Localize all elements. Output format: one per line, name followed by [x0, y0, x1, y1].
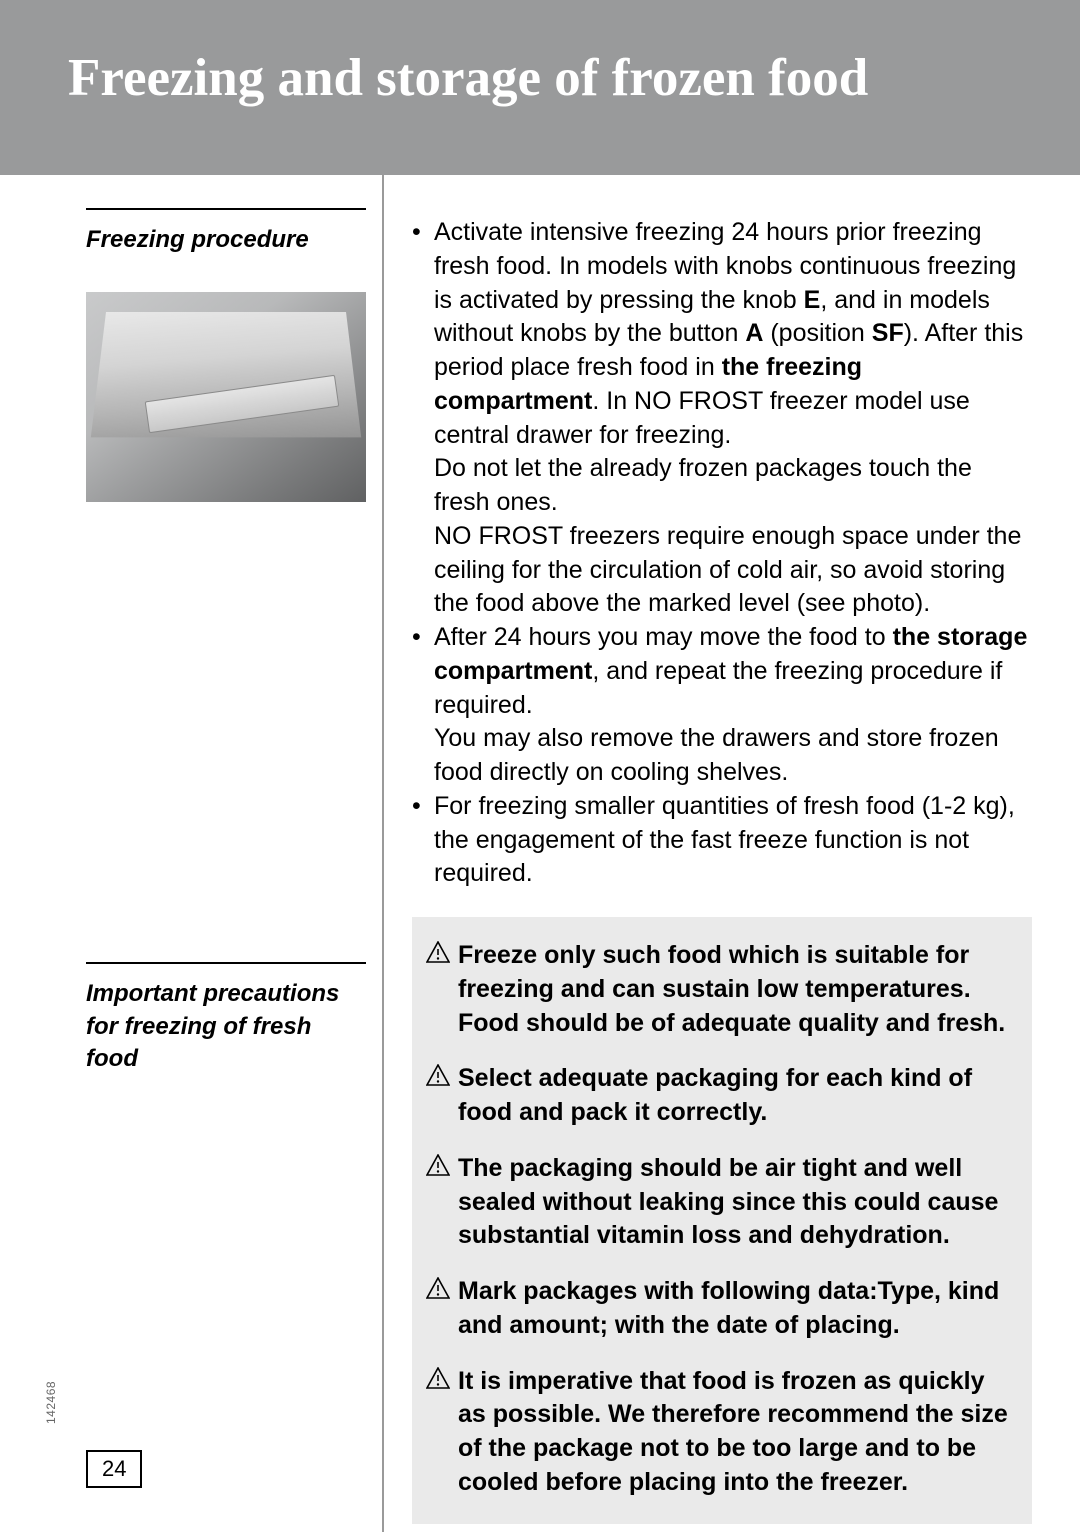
warning-icon: [426, 1062, 458, 1130]
warning-icon: [426, 1365, 458, 1500]
warning-icon: [426, 939, 458, 1040]
warning-item: It is imperative that food is frozen as …: [426, 1365, 1012, 1500]
warning-icon: [426, 1275, 458, 1343]
precautions-box: Freeze only such food which is suitable …: [412, 917, 1032, 1524]
warning-item: Freeze only such food which is suitable …: [426, 939, 1012, 1040]
bold-run: E: [804, 286, 821, 314]
side-heading-procedure: Freezing procedure: [86, 208, 366, 256]
warning-text: It is imperative that food is frozen as …: [458, 1365, 1012, 1500]
left-column: Freezing procedure Important precautions…: [86, 208, 366, 1076]
warning-item: Select adequate packaging for each kind …: [426, 1062, 1012, 1130]
bold-run: SF: [872, 319, 904, 347]
bullet-item: • Activate intensive freezing 24 hours p…: [412, 216, 1032, 621]
document-id: 142468: [44, 1381, 58, 1424]
bullet-text: For freezing smaller quantities of fresh…: [434, 790, 1032, 891]
side-heading-precautions: Important precautions for freezing of fr…: [86, 962, 366, 1075]
text-run: After 24 hours you may move the food to: [434, 623, 893, 651]
right-column: • Activate intensive freezing 24 hours p…: [412, 216, 1032, 1524]
warning-text: Freeze only such food which is suitable …: [458, 939, 1012, 1040]
bullet-text: Activate intensive freezing 24 hours pri…: [434, 216, 1032, 621]
procedure-bullets: • Activate intensive freezing 24 hours p…: [412, 216, 1032, 891]
text-run: Do not let the already frozen packages t…: [434, 454, 972, 516]
text-run: (position: [763, 319, 871, 347]
warning-text: Select adequate packaging for each kind …: [458, 1062, 1012, 1130]
warning-text: Mark packages with following data:Type, …: [458, 1275, 1012, 1343]
bullet-dot-icon: •: [412, 790, 434, 891]
bullet-dot-icon: •: [412, 621, 434, 790]
warning-text: The packaging should be air tight and we…: [458, 1152, 1012, 1253]
text-run: NO FROST freezers require enough space u…: [434, 522, 1021, 618]
page-header: Freezing and storage of frozen food: [0, 0, 1080, 175]
text-run: You may also remove the drawers and stor…: [434, 724, 999, 786]
bold-run: A: [745, 319, 763, 347]
column-divider: [382, 175, 384, 1532]
bullet-item: • After 24 hours you may move the food t…: [412, 621, 1032, 790]
warning-item: Mark packages with following data:Type, …: [426, 1275, 1012, 1343]
warning-icon: [426, 1152, 458, 1253]
warning-item: The packaging should be air tight and we…: [426, 1152, 1012, 1253]
text-run: For freezing smaller quantities of fresh…: [434, 792, 1015, 888]
bullet-item: • For freezing smaller quantities of fre…: [412, 790, 1032, 891]
freezer-photo: [86, 292, 366, 502]
bullet-text: After 24 hours you may move the food to …: [434, 621, 1032, 790]
page-title: Freezing and storage of frozen food: [68, 48, 1080, 108]
bullet-dot-icon: •: [412, 216, 434, 621]
page-number: 24: [86, 1450, 142, 1488]
